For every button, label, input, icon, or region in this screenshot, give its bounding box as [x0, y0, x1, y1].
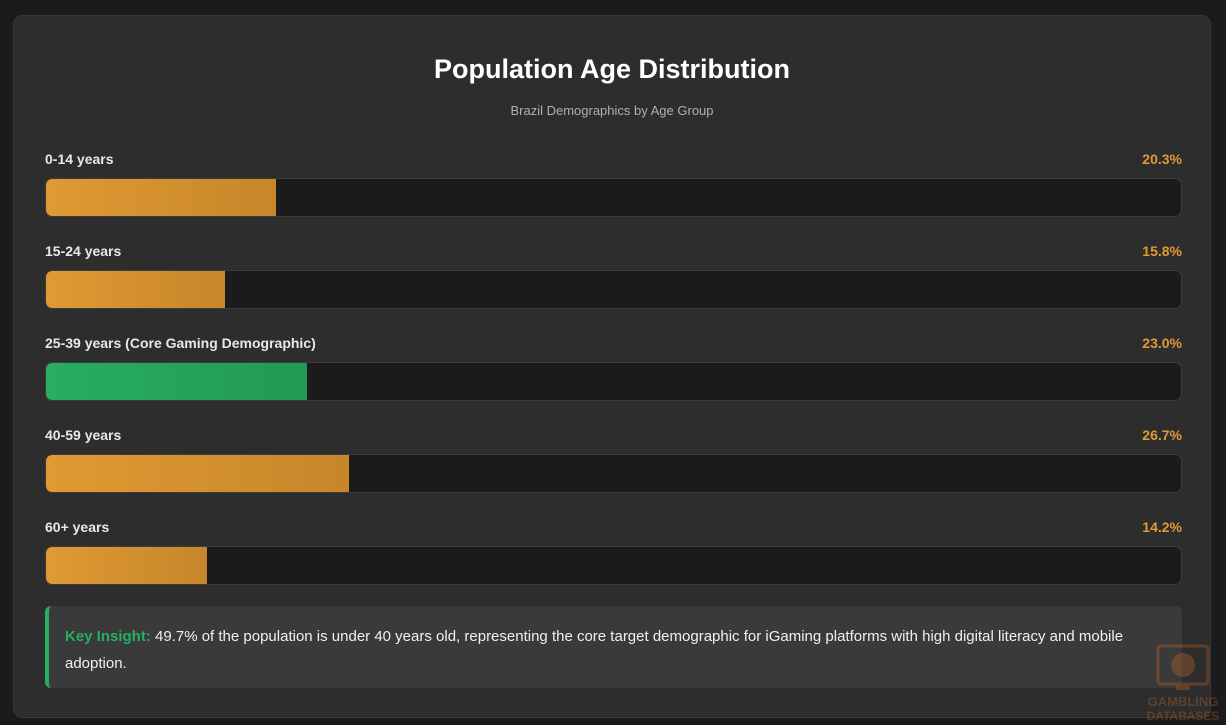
- bar: [46, 547, 208, 584]
- bar-row: 15-24 years 15.8%: [45, 243, 1182, 313]
- bar: [46, 455, 350, 492]
- bar-label: 60+ years: [45, 519, 110, 535]
- bar-label: 40-59 years: [45, 427, 122, 443]
- bar-track: [45, 270, 1182, 309]
- bar: [46, 271, 226, 308]
- bar-value-label: 15.8%: [1142, 243, 1182, 259]
- bar-row: 60+ years 14.2%: [45, 519, 1182, 589]
- bar-track: [45, 362, 1182, 401]
- bar: [46, 363, 308, 400]
- key-insight-box: Key Insight: 49.7% of the population is …: [45, 606, 1182, 688]
- bar-value-label: 26.7%: [1142, 427, 1182, 443]
- chart-title: Population Age Distribution: [434, 54, 790, 84]
- bar-value-label: 14.2%: [1142, 519, 1182, 535]
- bar-track: [45, 178, 1182, 217]
- bar: [46, 179, 277, 216]
- bar-label: 15-24 years: [45, 243, 122, 259]
- bar-value-label: 20.3%: [1142, 151, 1182, 167]
- insight-text: 49.7% of the population is under 40 year…: [65, 628, 1124, 672]
- insight-label: Key Insight:: [65, 628, 151, 645]
- svg-text:GAMBLING: GAMBLING: [1148, 694, 1219, 709]
- bar-row: 25-39 years (Core Gaming Demographic) 23…: [45, 335, 1182, 405]
- bar-label: 25-39 years (Core Gaming Demographic): [45, 335, 316, 351]
- bar-row: 40-59 years 26.7%: [45, 427, 1182, 497]
- chart-card: Population Age Distribution Brazil Demog…: [13, 15, 1211, 718]
- chart-subtitle: Brazil Demographics by Age Group: [510, 103, 714, 118]
- bar-track: [45, 546, 1182, 585]
- bar-track: [45, 454, 1182, 493]
- gambling-databases-logo: GAMBLING DATABASES: [1147, 644, 1220, 723]
- bar-value-label: 23.0%: [1142, 335, 1182, 351]
- bar-label: 0-14 years: [45, 151, 114, 167]
- bar-row: 0-14 years 20.3%: [45, 151, 1182, 221]
- svg-text:DATABASES: DATABASES: [1147, 709, 1220, 723]
